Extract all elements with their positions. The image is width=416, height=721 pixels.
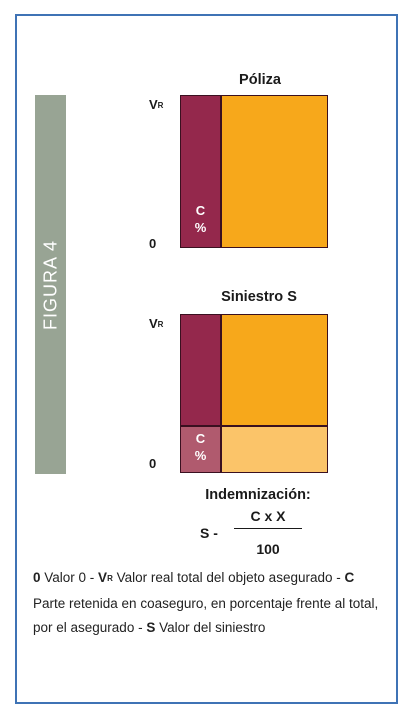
top-chart-vr-label: VR [149,97,163,112]
formula-lhs: S - [200,525,218,541]
top-coinsurance-label: C % [180,202,221,236]
bottom-chart-vr-label: VR [149,316,163,331]
bottom-chart-zero-label: 0 [149,456,156,471]
top-chart-zero-label: 0 [149,236,156,251]
figure-label-bar: FIGURA 4 [35,95,66,474]
formula-title: Indemnización: [190,487,326,503]
formula-fraction-line [234,528,302,529]
legend-key-zero: 0 [33,570,41,585]
formula-numerator: C x X [234,508,302,524]
legend-key-c: C [345,570,355,585]
bottom-chart-title: Siniestro S [194,289,324,305]
figure-label: FIGURA 4 [40,239,61,329]
legend-key-vr: VR [98,570,113,585]
legend-text: 0 Valor 0 - VR Valor real total del obje… [33,566,388,640]
bottom-coinsurance-label: C % [180,430,221,464]
claim-separator-line [180,425,328,427]
formula-denominator: 100 [234,541,302,557]
top-chart-title: Póliza [200,72,320,88]
legend-key-s: S [146,620,155,635]
